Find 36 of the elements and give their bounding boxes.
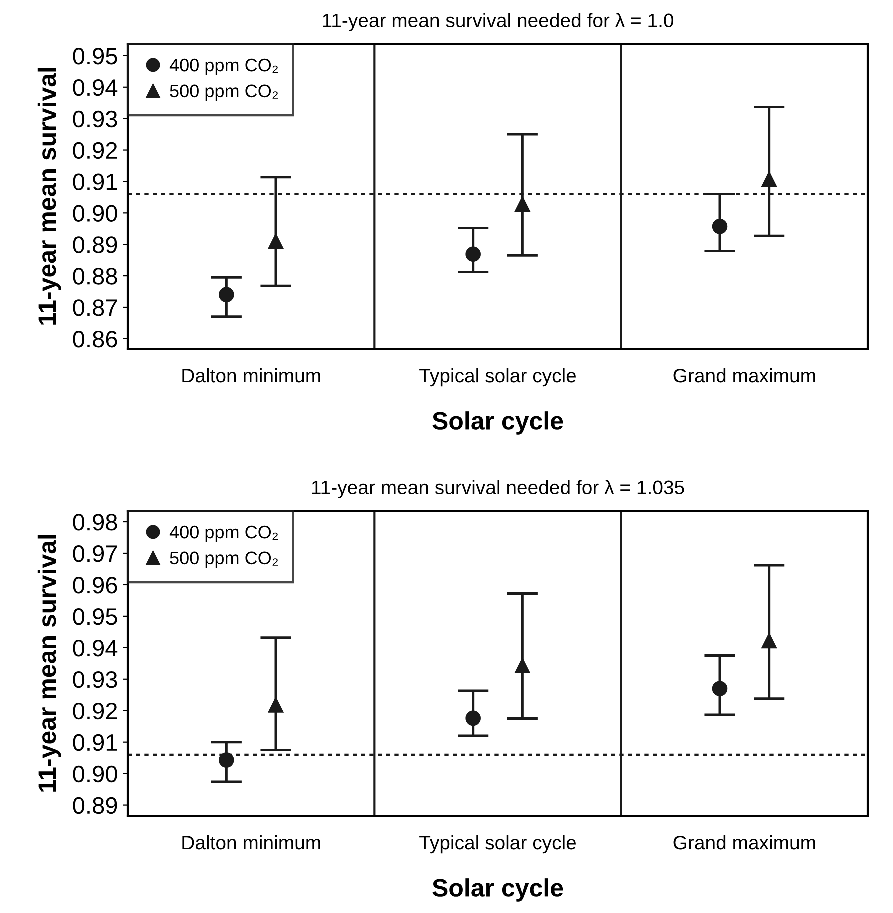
chart-title: 11-year mean survival needed for λ = 1.0 xyxy=(323,13,674,32)
chart-title: 11-year mean survival needed for λ = 1.035 xyxy=(312,480,684,498)
y-tick-label: 0.97 xyxy=(73,546,118,562)
y-axis-title: 11-year mean survival xyxy=(38,535,62,792)
y-tick-label: 0.87 xyxy=(73,300,118,316)
legend-label: 500 ppm CO₂ xyxy=(170,84,278,102)
x-axis-title: Solar cycle xyxy=(432,878,564,902)
y-tick-label: 0.90 xyxy=(73,766,118,783)
y-tick-label: 0.86 xyxy=(73,331,118,348)
y-tick-label: 0.92 xyxy=(73,702,118,720)
y-tick-label: 0.88 xyxy=(73,268,118,285)
y-tick-label: 0.92 xyxy=(73,142,118,160)
x-tick-label: Typical solar cycle xyxy=(420,835,576,854)
y-tick-label: 0.94 xyxy=(73,79,118,96)
y-tick-label: 0.89 xyxy=(73,236,118,254)
y-tick-label: 0.95 xyxy=(73,48,118,65)
x-tick-label: Dalton minimum xyxy=(182,835,320,850)
legend-label: 400 ppm CO₂ xyxy=(170,526,278,542)
y-tick-label: 0.94 xyxy=(73,640,118,657)
legend-label: 500 ppm CO₂ xyxy=(170,552,278,568)
y-tick-label: 0.90 xyxy=(73,205,118,222)
y-tick-label: 0.96 xyxy=(73,577,118,594)
x-tick-label: Grand maximum xyxy=(674,368,816,383)
y-tick-label: 0.89 xyxy=(73,797,118,814)
y-tick-label: 0.93 xyxy=(73,671,118,688)
y-tick-label: 0.91 xyxy=(73,174,118,191)
y-axis-title: 11-year mean survival xyxy=(38,68,62,325)
x-tick-label: Dalton minimum xyxy=(182,368,320,383)
legend-label: 400 ppm CO₂ xyxy=(170,58,278,76)
y-tick-label: 0.93 xyxy=(73,110,118,128)
x-axis-title: Solar cycle xyxy=(432,412,564,435)
y-tick-label: 0.95 xyxy=(73,608,118,626)
y-tick-label: 0.98 xyxy=(73,514,118,531)
x-tick-label: Grand maximum xyxy=(674,835,816,850)
y-tick-label: 0.91 xyxy=(73,734,118,752)
x-tick-label: Typical solar cycle xyxy=(420,368,576,387)
